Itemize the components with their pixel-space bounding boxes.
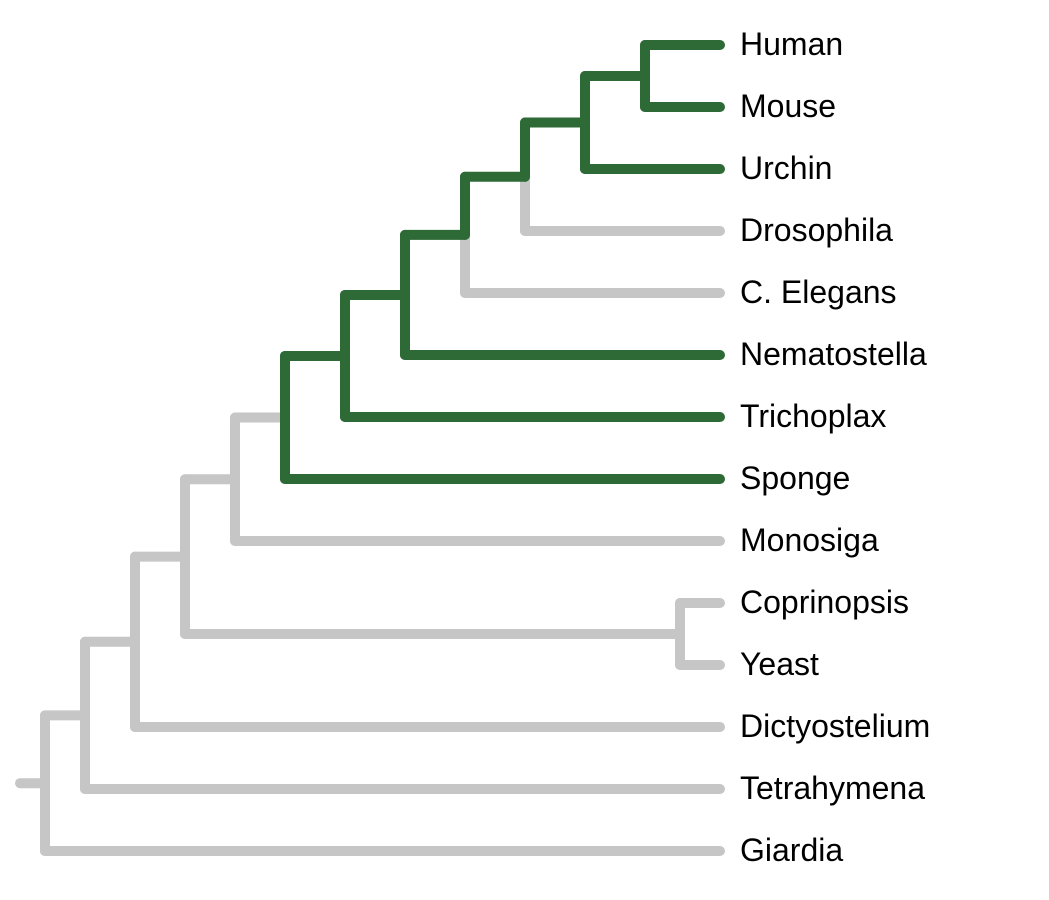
- tip-label-monosiga: Monosiga: [740, 522, 879, 559]
- tip-label-dictyostelium: Dictyostelium: [740, 708, 930, 745]
- tip-label-nematostella: Nematostella: [740, 336, 927, 373]
- branches-green: [285, 45, 720, 479]
- tip-label-sponge: Sponge: [740, 460, 850, 497]
- tip-label-coprinopsis: Coprinopsis: [740, 584, 909, 621]
- phylogeny-container: Human Mouse Urchin Drosophila C. Elegans Nema…: [0, 0, 1049, 900]
- tip-label-urchin: Urchin: [740, 150, 832, 187]
- tip-label-yeast: Yeast: [740, 646, 819, 683]
- tip-label-human: Human: [740, 26, 843, 63]
- phylogeny-svg: [0, 0, 1049, 900]
- tip-label-celegans: C. Elegans: [740, 274, 897, 311]
- tip-label-drosophila: Drosophila: [740, 212, 893, 249]
- tip-label-mouse: Mouse: [740, 88, 836, 125]
- tip-label-trichoplax: Trichoplax: [740, 398, 886, 435]
- branches-gray: [20, 177, 720, 851]
- tip-label-tetrahymena: Tetrahymena: [740, 770, 925, 807]
- tip-label-giardia: Giardia: [740, 832, 843, 869]
